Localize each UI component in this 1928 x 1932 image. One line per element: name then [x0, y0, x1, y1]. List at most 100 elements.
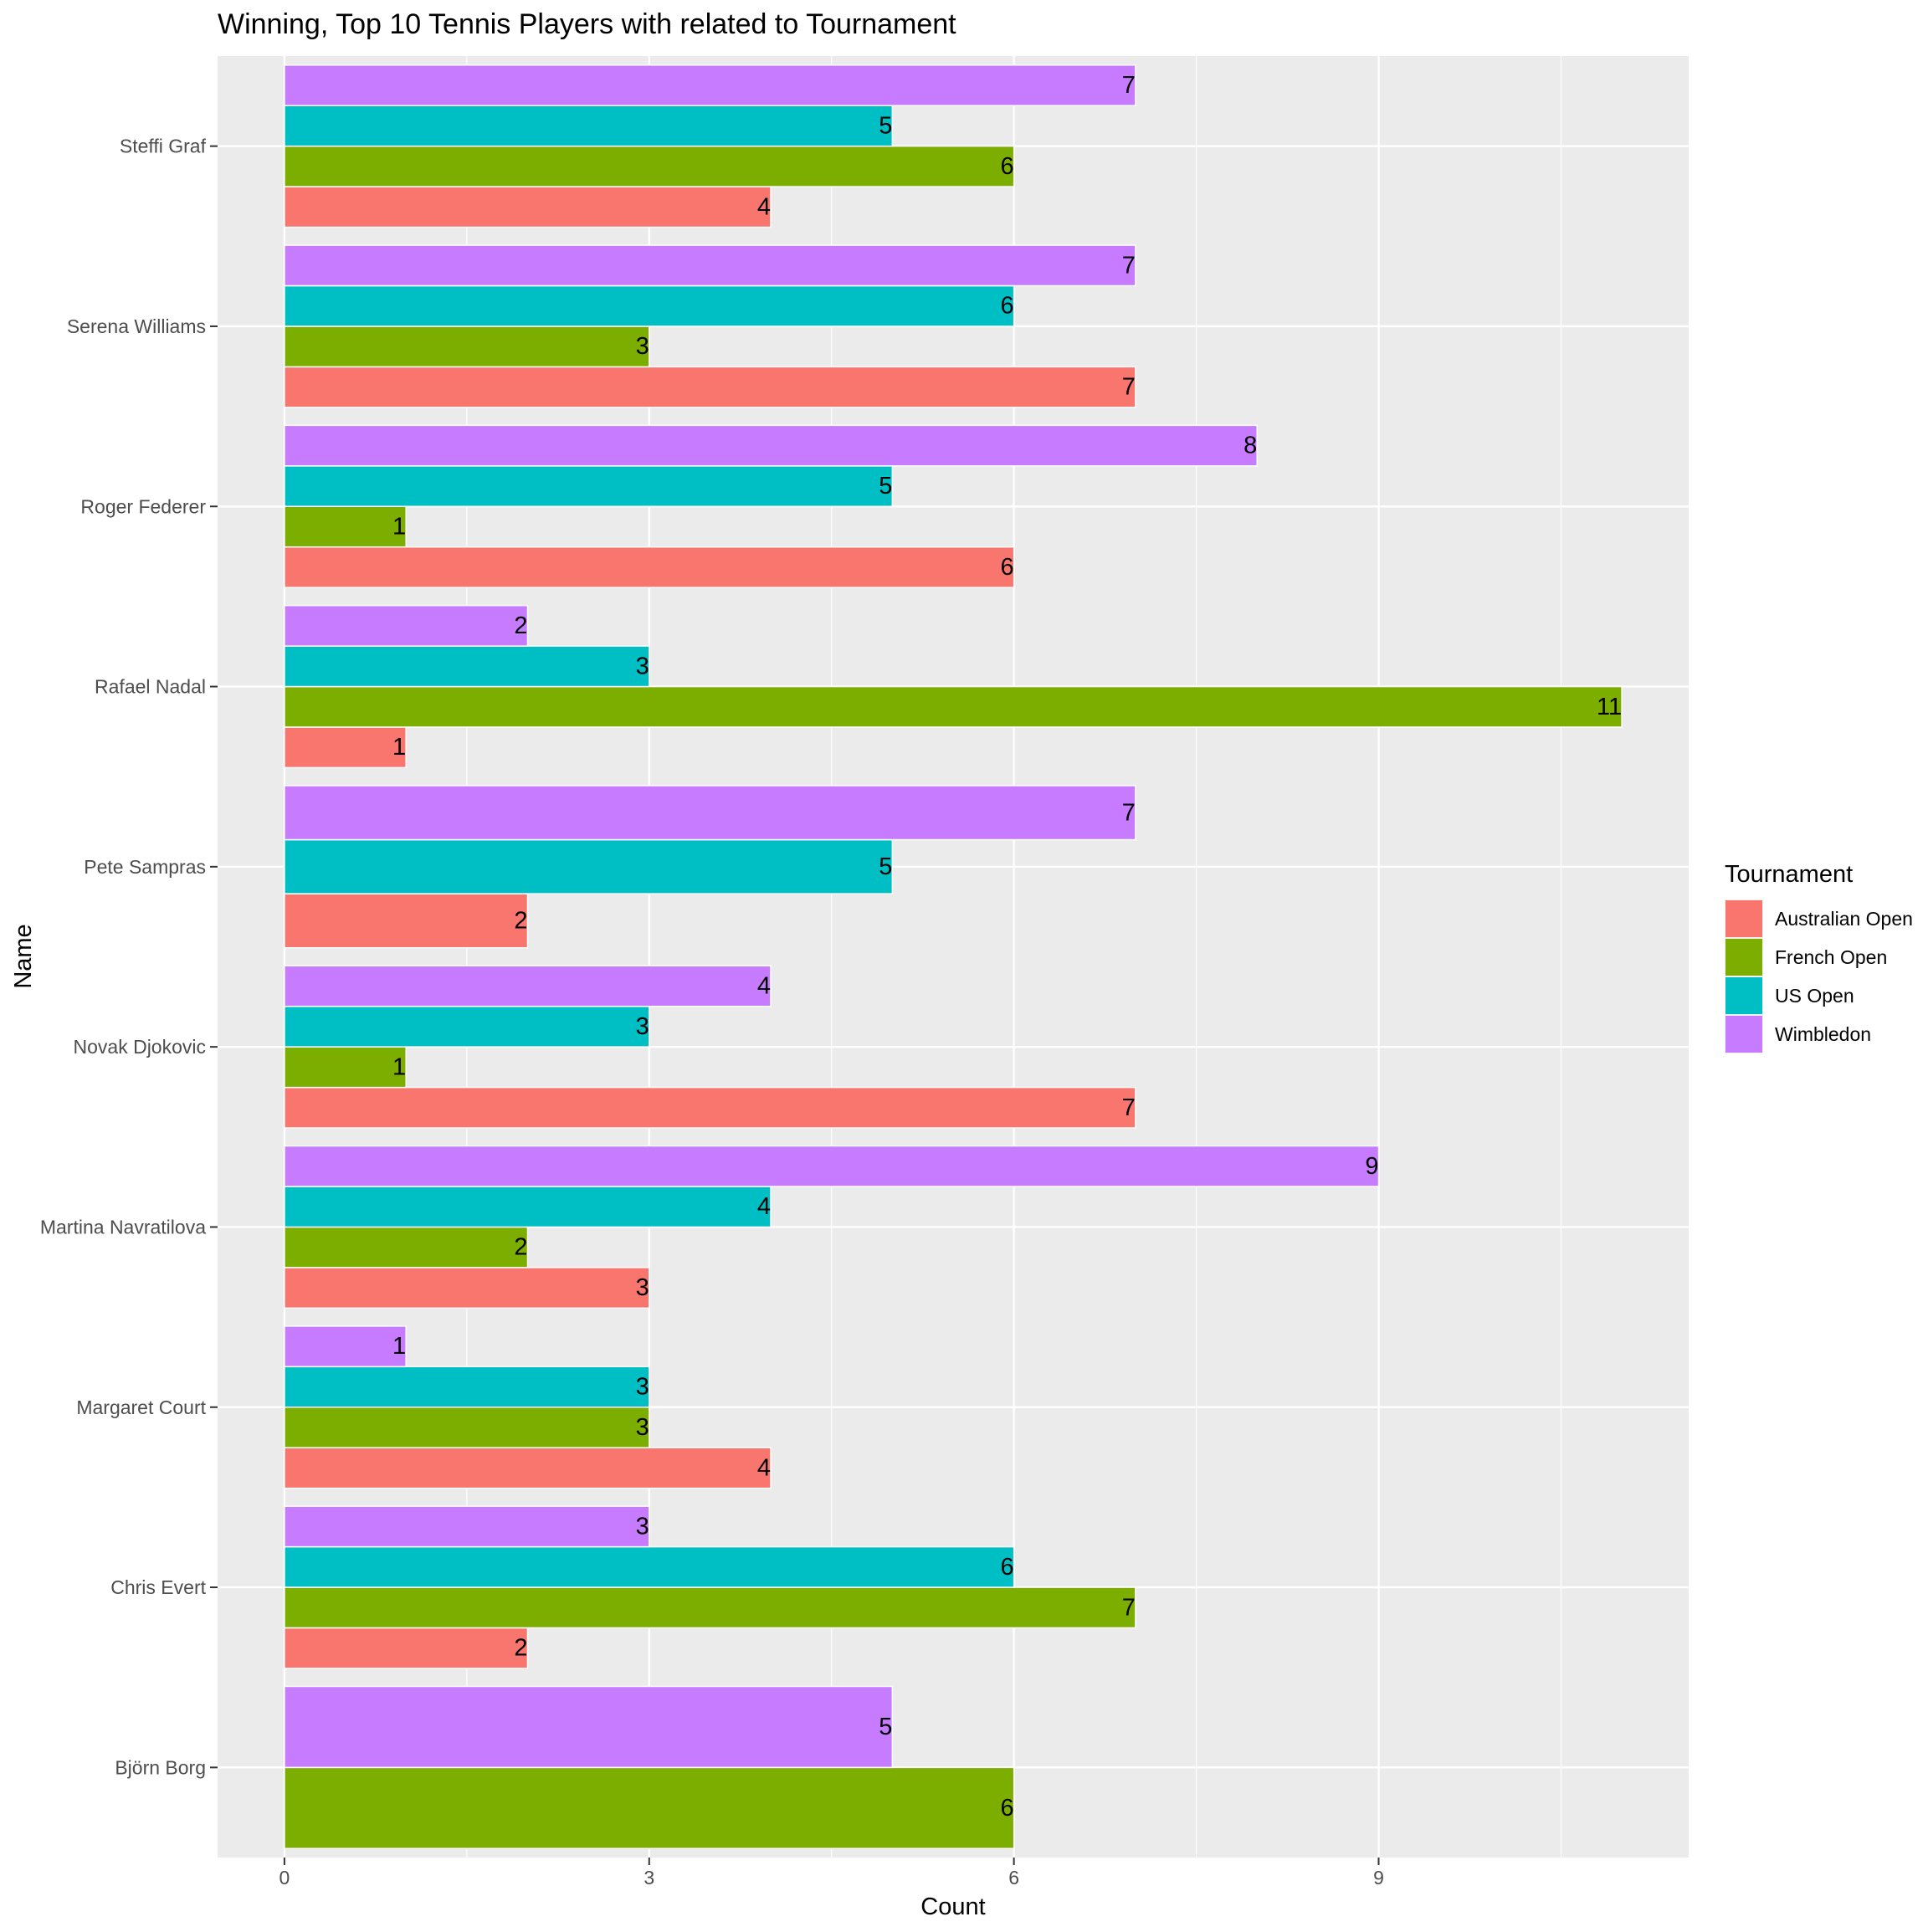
legend-label: Australian Open [1775, 908, 1913, 930]
bar-value-label: 3 [636, 333, 649, 360]
bar-value-label: 6 [1001, 1795, 1014, 1822]
bar-value-label: 5 [879, 853, 892, 880]
bar-us-open [284, 284, 1015, 327]
bar-french-open [284, 1046, 407, 1089]
legend-key [1725, 1016, 1762, 1053]
y-tick-label: Martina Navratilova [40, 1216, 206, 1238]
y-tick-label: Rafael Nadal [95, 676, 206, 698]
legend-label: French Open [1775, 946, 1887, 968]
bar-us-open [284, 1005, 650, 1048]
bar-australian-open [284, 893, 529, 949]
bar-value-label: 1 [392, 1053, 406, 1080]
legend-title: Tournament [1725, 861, 1853, 888]
bar-australian-open [284, 546, 1015, 588]
bar-value-label: 5 [879, 1714, 892, 1740]
y-axis: Björn Borg Chris Evert Margaret Court Marti… [40, 136, 218, 1778]
chart-title: Winning, Top 10 Tennis Players with rela… [218, 8, 956, 40]
bar-australian-open [284, 1447, 772, 1489]
y-tick-label: Pete Sampras [84, 856, 206, 878]
x-axis: 0 3 6 9 [279, 1858, 1384, 1888]
bar-australian-open [284, 366, 1136, 408]
bar-wimbledon [284, 424, 1258, 467]
bar-value-label: 6 [1001, 293, 1014, 320]
bar-french-open [284, 1766, 1015, 1849]
y-tick-label: Chris Evert [110, 1576, 206, 1598]
bar-value-label: 3 [636, 1374, 649, 1401]
bar-value-label: 3 [636, 653, 649, 679]
bar-australian-open [284, 1267, 650, 1309]
bar-french-open [284, 505, 407, 548]
bar-value-label: 2 [514, 907, 527, 934]
bar-wimbledon [284, 785, 1136, 841]
y-tick-label: Roger Federer [80, 495, 206, 517]
bar-value-label: 6 [1001, 554, 1014, 581]
bar-value-label: 5 [879, 112, 892, 139]
bar-value-label: 7 [1122, 1594, 1136, 1621]
bar-value-label: 1 [392, 513, 406, 540]
y-tick-label: Novak Djokovic [74, 1036, 207, 1058]
bars [284, 64, 1623, 1849]
x-tick-label: 3 [644, 1867, 654, 1888]
bar-value-label: 5 [879, 473, 892, 500]
bar-us-open [284, 645, 650, 688]
bar-us-open [284, 1545, 1015, 1588]
bar-wimbledon [284, 244, 1136, 287]
bar-australian-open [284, 186, 772, 228]
bar-value-label: 6 [1001, 1554, 1014, 1581]
bar-value-label: 6 [1001, 153, 1014, 180]
bar-us-open [284, 1366, 650, 1408]
x-tick-label: 9 [1373, 1867, 1384, 1888]
legend-key [1725, 977, 1762, 1014]
legend-key [1725, 900, 1762, 937]
y-axis-title: Name [10, 924, 37, 988]
bar-value-label: 2 [514, 1635, 527, 1662]
bar-wimbledon [284, 1145, 1380, 1187]
bar-wimbledon [284, 1685, 894, 1769]
bar-us-open [284, 838, 894, 894]
x-tick-label: 6 [1008, 1867, 1019, 1888]
bar-us-open [284, 105, 894, 147]
bar-value-label: 3 [636, 1013, 649, 1040]
bar-value-label: 4 [757, 193, 771, 220]
bar-wimbledon [284, 1325, 407, 1368]
bar-australian-open [284, 726, 407, 769]
bar-value-label: 9 [1365, 1153, 1378, 1180]
y-tick-label: Serena Williams [67, 315, 206, 337]
bar-australian-open [284, 1627, 529, 1669]
bar-wimbledon [284, 604, 529, 647]
bar-french-open [284, 685, 1623, 728]
bar-value-label: 3 [636, 1274, 649, 1301]
bar-french-open [284, 1226, 529, 1268]
bar-french-open [284, 325, 650, 368]
bar-value-label: 1 [392, 1333, 406, 1360]
legend-label: Wimbledon [1775, 1023, 1871, 1045]
bar-french-open [284, 1407, 650, 1448]
bar-french-open [284, 145, 1015, 187]
bar-value-label: 2 [514, 612, 527, 639]
bar-value-label: 4 [757, 1193, 771, 1220]
x-tick-label: 0 [279, 1867, 290, 1888]
bar-value-label: 7 [1122, 1094, 1136, 1121]
legend: Tournament Australian Open French Open US … [1725, 861, 1913, 1053]
bar-value-label: 2 [514, 1234, 527, 1261]
bar-value-label: 4 [757, 1454, 771, 1481]
bar-value-label: 4 [757, 972, 771, 999]
bar-value-label: 7 [1122, 374, 1136, 401]
bar-australian-open [284, 1086, 1136, 1129]
bar-value-label: 7 [1122, 72, 1136, 99]
bar-value-label: 11 [1597, 694, 1622, 720]
bar-value-label: 8 [1243, 433, 1257, 459]
y-tick-label: Margaret Court [76, 1396, 206, 1418]
bar-value-label: 7 [1122, 799, 1136, 826]
bar-wimbledon [284, 64, 1136, 106]
y-tick-label: Steffi Graf [120, 136, 207, 157]
bar-wimbledon [284, 965, 772, 1007]
bar-us-open [284, 465, 894, 507]
bar-value-label: 1 [392, 734, 406, 761]
bar-value-label: 7 [1122, 252, 1136, 279]
bar-value-label: 3 [636, 1513, 649, 1540]
x-axis-title: Count [920, 1894, 985, 1920]
